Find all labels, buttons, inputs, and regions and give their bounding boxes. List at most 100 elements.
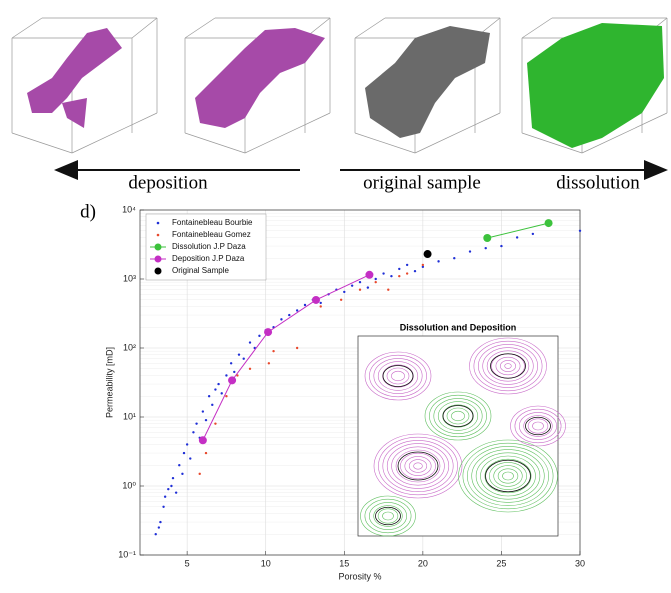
data-point — [424, 250, 432, 258]
data-point — [192, 431, 194, 433]
y-tick-label: 10³ — [123, 273, 136, 283]
data-point — [485, 247, 487, 249]
data-point — [268, 362, 270, 364]
data-point — [390, 275, 392, 277]
data-point — [159, 521, 161, 523]
panel-label: d) — [80, 201, 96, 222]
data-point — [414, 270, 416, 272]
data-point — [249, 341, 251, 343]
data-point — [398, 275, 400, 277]
data-point — [351, 284, 353, 286]
data-point — [225, 395, 227, 397]
data-point — [167, 488, 169, 490]
data-point — [500, 245, 502, 247]
data-point — [228, 376, 236, 384]
data-point — [296, 309, 298, 311]
data-point — [178, 464, 180, 466]
data-point — [359, 281, 361, 283]
data-point — [296, 347, 298, 349]
data-point — [164, 495, 166, 497]
data-point — [186, 443, 188, 445]
data-point — [211, 404, 213, 406]
data-point — [217, 383, 219, 385]
data-point — [249, 368, 251, 370]
data-point — [230, 362, 232, 364]
y-tick-label: 10¹ — [123, 411, 136, 421]
legend-marker — [155, 256, 162, 263]
inset-title: Dissolution and Deposition — [400, 322, 517, 332]
plot: 5101520253010⁻¹10⁰10¹10²10³10⁴Porosity %… — [104, 204, 585, 581]
data-point — [406, 264, 408, 266]
volume-cube — [355, 18, 500, 153]
data-point — [367, 286, 369, 288]
data-point — [304, 304, 306, 306]
data-point — [205, 419, 207, 421]
data-point — [406, 272, 408, 274]
data-point — [199, 473, 201, 475]
data-point — [272, 350, 274, 352]
volume-cube — [12, 18, 157, 153]
data-point — [280, 318, 282, 320]
data-point — [183, 452, 185, 454]
x-tick-label: 20 — [418, 558, 428, 568]
figure: deposition original sample dissolution d… — [0, 0, 671, 588]
data-point — [162, 506, 164, 508]
data-point — [532, 233, 534, 235]
legend-label: Deposition J.P Daza — [172, 254, 245, 263]
data-point — [579, 230, 581, 232]
arrow-gap — [300, 164, 340, 176]
y-tick-label: 10⁰ — [122, 480, 136, 490]
data-point — [422, 264, 424, 266]
data-point — [233, 371, 235, 373]
data-point — [398, 268, 400, 270]
y-tick-label: 10⁻¹ — [118, 549, 136, 559]
arrow-label: original sample — [363, 172, 481, 193]
data-point — [340, 299, 342, 301]
data-point — [225, 374, 227, 376]
data-point — [264, 328, 272, 336]
data-point — [238, 353, 240, 355]
x-axis-label: Porosity % — [338, 571, 381, 581]
data-point — [199, 436, 207, 444]
legend-marker — [157, 234, 160, 237]
data-point — [382, 272, 384, 274]
data-point — [158, 526, 160, 528]
data-point — [195, 422, 197, 424]
volume-cube — [185, 18, 330, 153]
data-point — [516, 236, 518, 238]
legend-label: Fontainebleau Gomez — [172, 230, 251, 239]
data-point — [175, 491, 177, 493]
data-point — [453, 257, 455, 259]
data-point — [221, 392, 223, 394]
data-point — [343, 291, 345, 293]
x-tick-label: 25 — [496, 558, 506, 568]
data-point — [483, 234, 491, 242]
data-point — [387, 288, 389, 290]
data-point — [375, 278, 377, 280]
volume-cube — [522, 18, 667, 153]
data-point — [214, 388, 216, 390]
legend-marker — [157, 222, 160, 225]
arrow-label: deposition — [128, 172, 208, 193]
legend-marker — [155, 268, 162, 275]
data-point — [170, 485, 172, 487]
data-point — [172, 477, 174, 479]
x-tick-label: 30 — [575, 558, 585, 568]
data-point — [214, 422, 216, 424]
data-point — [189, 457, 191, 459]
data-point — [545, 219, 553, 227]
data-point — [202, 410, 204, 412]
legend-marker — [155, 244, 162, 251]
data-point — [155, 533, 157, 535]
y-tick-label: 10² — [123, 342, 136, 352]
data-point — [288, 314, 290, 316]
data-point — [258, 335, 260, 337]
data-point — [312, 296, 320, 304]
data-point — [320, 302, 322, 304]
data-point — [375, 281, 377, 283]
data-point — [359, 288, 361, 290]
data-point — [365, 271, 373, 279]
inset-frame — [358, 336, 558, 536]
y-axis-label: Permeability [mD] — [104, 347, 114, 418]
